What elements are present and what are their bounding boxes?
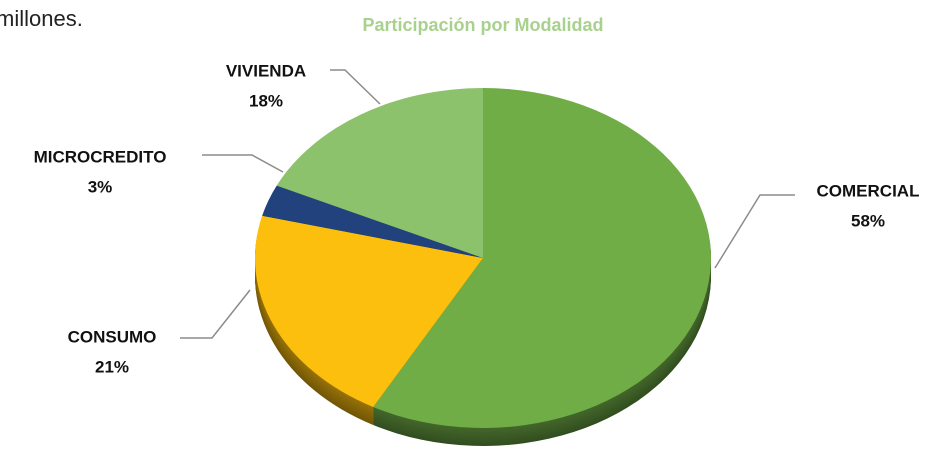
slice-label: CONSUMO: [68, 327, 157, 346]
slice: [254, 215, 483, 407]
chart-title: Participación por Modalidad: [362, 15, 603, 35]
leader-line: [180, 289, 251, 339]
slice: [276, 88, 483, 258]
slice-value-label: 58%: [851, 211, 885, 230]
slice-label: MICROCREDITO: [34, 147, 167, 166]
slice-value-label: 18%: [249, 91, 283, 110]
slice-label: VIVIENDA: [226, 61, 306, 80]
slice: [373, 88, 711, 428]
leader-line: [330, 69, 381, 105]
slice-label: COMERCIAL: [817, 181, 920, 200]
leader-line: [202, 154, 284, 173]
leader-line: [714, 194, 795, 269]
slice: [262, 185, 483, 258]
page-text: millones.: [0, 6, 83, 31]
slice-value-label: 21%: [95, 357, 129, 376]
slice-value-label: 3%: [88, 177, 113, 196]
